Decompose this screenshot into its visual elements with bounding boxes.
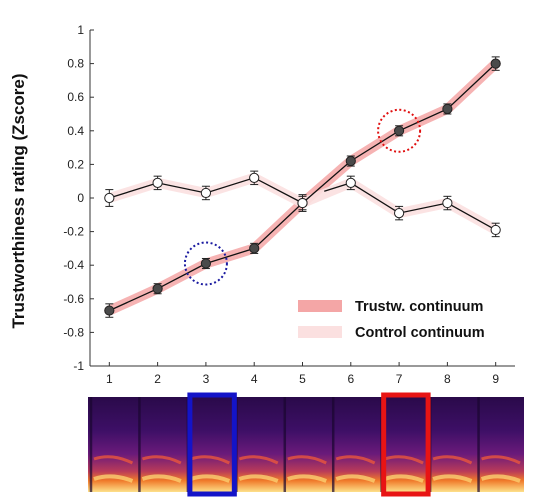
- point-trustw-6: [345, 155, 356, 167]
- spectrogram-band-3: [190, 474, 231, 483]
- highlight-circle-x7: [377, 108, 422, 153]
- point-control-4: [249, 172, 260, 183]
- y-tick-label-0.6: 0.6: [67, 90, 84, 104]
- point-trustw-9: [490, 58, 501, 69]
- spectrogram-formant-3: [190, 455, 230, 465]
- y-axis-label: Trustworthiness rating (Zscore): [9, 73, 28, 328]
- x-tick-label-5: 5: [299, 372, 306, 386]
- x-tick-label-2: 2: [154, 372, 161, 386]
- point-control-8: [442, 197, 453, 209]
- y-tick-label-0.8: 0.8: [67, 57, 84, 71]
- x-tick-label-6: 6: [347, 372, 354, 386]
- y-tick-label-0.4: 0.4: [67, 124, 84, 138]
- spectrogram-band-6: [335, 474, 376, 483]
- spectrogram-formant-9: [481, 455, 521, 465]
- point-control-2: [152, 177, 163, 188]
- x-tick-label-1: 1: [106, 372, 113, 386]
- spectrogram-formant-5: [287, 455, 327, 465]
- point-control-7: [393, 208, 405, 219]
- y-ticks: -1 -0.8 -0.6 -0.4 -0.2 0 0.2 0.4 0.6 0.8 1: [63, 23, 94, 373]
- point-control-9: [490, 224, 501, 236]
- x-tick-label-8: 8: [444, 372, 451, 386]
- spectrogram-band-4: [238, 474, 279, 483]
- point-control-5: [297, 197, 308, 209]
- y-tick-label-0.2: 0.2: [67, 157, 84, 171]
- spectrogram-band-1: [93, 474, 134, 483]
- point-trustw-2: [152, 283, 163, 294]
- x-tick-label-7: 7: [396, 372, 403, 386]
- point-control-1: [104, 192, 115, 204]
- spectrogram-highlight-frame-3: [187, 392, 237, 497]
- highlight-circles: [183, 108, 422, 286]
- x-ticks: 1 2 3 4 5 6 7 8 9: [106, 362, 499, 386]
- point-trustw-7: [393, 125, 405, 136]
- spectrogram-band-2: [141, 474, 182, 483]
- y-tick-label--0.6: -0.6: [63, 292, 84, 306]
- spectrogram-band-8: [432, 474, 473, 483]
- legend-label-control: Control continuum: [355, 325, 485, 341]
- legend-swatch-control: [298, 326, 342, 338]
- spectrogram-formant-8: [432, 455, 473, 465]
- x-tick-label-9: 9: [492, 372, 499, 386]
- spectrogram-formant-7: [384, 455, 424, 465]
- legend-label-trustw: Trustw. continuum: [355, 299, 483, 315]
- spectrogram: [88, 392, 524, 497]
- point-trustw-4: [249, 243, 260, 254]
- spectrogram-formant-4: [238, 455, 279, 465]
- spectrogram-band-9: [480, 474, 521, 483]
- spectrogram-highlights: [187, 392, 431, 497]
- legend: Trustw. continuum Control continuum: [298, 299, 485, 341]
- legend-swatch-trustw: [298, 300, 342, 312]
- x-tick-label-4: 4: [251, 372, 258, 386]
- y-tick-label--0.2: -0.2: [63, 225, 84, 239]
- spectrogram-band-5: [287, 474, 327, 483]
- spectrogram-formant-6: [335, 455, 376, 465]
- point-trustw-3: [200, 258, 212, 269]
- highlight-circle-x3: [183, 241, 228, 286]
- y-tick-label-0: 0: [77, 191, 84, 205]
- y-tick-label--0.4: -0.4: [63, 258, 84, 272]
- line-control-b: [350, 182, 497, 231]
- y-tick-label--0.8: -0.8: [63, 325, 84, 339]
- spectrogram-formant-1: [93, 455, 134, 465]
- point-trustw-1: [104, 305, 115, 316]
- spectrogram-band-7: [384, 474, 424, 483]
- data-points: [104, 58, 501, 316]
- point-trustw-8: [442, 103, 453, 115]
- spectrogram-highlight-frame-7: [381, 392, 431, 497]
- x-tick-label-3: 3: [203, 372, 210, 386]
- y-tick-label-1: 1: [77, 23, 84, 37]
- y-tick-label--1: -1: [73, 359, 84, 373]
- spectrogram-formant-2: [141, 455, 182, 465]
- point-control-6: [345, 177, 356, 188]
- point-control-3: [200, 187, 212, 199]
